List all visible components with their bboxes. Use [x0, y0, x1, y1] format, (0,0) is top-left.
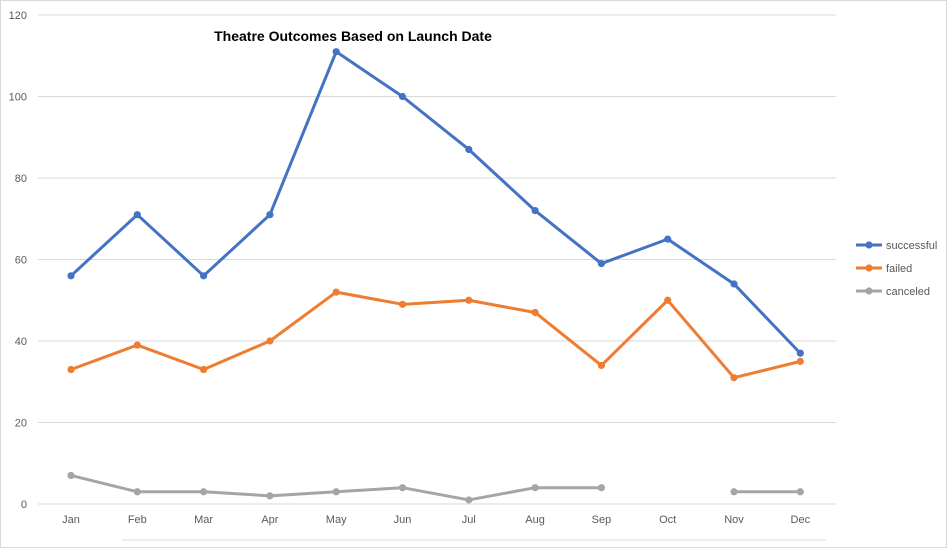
data-point-successful: [664, 235, 672, 243]
data-point-canceled: [597, 484, 606, 492]
legend-label: failed: [886, 263, 912, 275]
data-point-canceled: [266, 492, 274, 500]
data-point-failed: [398, 300, 407, 308]
data-point-failed: [465, 296, 473, 304]
data-point-successful: [465, 145, 473, 154]
x-tick-label: Mar: [194, 514, 213, 526]
data-point-successful: [531, 207, 539, 215]
series-failed: [67, 288, 804, 382]
series-canceled: [67, 471, 804, 504]
data-point-failed: [133, 341, 141, 349]
chart-title: Theatre Outcomes Based on Launch Date: [214, 28, 492, 44]
data-point-successful: [796, 349, 804, 357]
x-tick-label: Aug: [525, 514, 545, 526]
series-line-successful: [69, 50, 802, 355]
x-axis-ticks: Jan Feb Mar Apr May Jun Jul Aug Sep Oct Nov Dec: [62, 514, 810, 526]
data-point-successful: [200, 272, 208, 280]
y-axis-ticks: 0 20 40 60 80 100 120: [9, 10, 27, 511]
data-point-successful: [332, 48, 340, 56]
legend-swatch-marker: [865, 264, 873, 272]
x-tick-label: Apr: [261, 514, 278, 526]
data-point-canceled: [133, 488, 141, 496]
x-tick-label: Oct: [659, 514, 676, 526]
legend: successful failed canceled: [856, 240, 937, 298]
data-point-failed: [730, 374, 738, 382]
x-tick-label: Jun: [394, 514, 412, 526]
data-point-failed: [332, 288, 340, 296]
gridlines: [38, 14, 836, 505]
y-tick-label: 40: [15, 336, 27, 348]
legend-swatch-marker: [865, 241, 873, 249]
data-point-failed: [597, 361, 606, 370]
data-point-successful: [730, 280, 738, 288]
data-point-failed: [200, 365, 208, 374]
x-tick-label: Dec: [791, 514, 811, 526]
y-tick-label: 100: [9, 92, 27, 104]
x-tick-label: May: [326, 514, 347, 526]
data-point-canceled: [730, 488, 738, 496]
data-point-failed: [531, 308, 539, 317]
data-point-successful: [398, 92, 407, 101]
data-point-failed: [796, 357, 804, 365]
data-point-successful: [266, 211, 274, 219]
series-line-failed: [69, 290, 802, 380]
data-point-successful: [67, 272, 75, 280]
y-tick-label: 80: [15, 173, 27, 185]
y-tick-label: 0: [21, 499, 27, 511]
data-point-successful: [133, 211, 141, 219]
data-point-canceled: [465, 496, 473, 504]
data-point-canceled: [200, 488, 208, 496]
legend-item-failed: failed: [856, 263, 912, 275]
legend-item-successful: successful: [856, 240, 937, 252]
data-point-canceled: [398, 484, 407, 492]
x-tick-label: Sep: [592, 514, 612, 526]
data-point-failed: [67, 365, 75, 374]
data-point-canceled: [531, 484, 539, 492]
x-tick-label: Nov: [724, 514, 744, 526]
data-point-canceled: [796, 488, 804, 496]
y-tick-label: 60: [15, 255, 27, 267]
legend-item-canceled: canceled: [856, 286, 930, 298]
y-tick-label: 20: [15, 418, 27, 430]
legend-label: canceled: [886, 286, 930, 298]
series-successful: [67, 48, 804, 357]
data-point-canceled: [332, 488, 340, 496]
series-lines: [67, 48, 804, 504]
y-tick-label: 120: [9, 10, 27, 22]
data-point-canceled: [67, 471, 75, 480]
data-point-successful: [597, 259, 606, 268]
x-tick-label: Jul: [462, 514, 476, 526]
x-tick-label: Feb: [128, 514, 147, 526]
data-point-failed: [664, 296, 672, 304]
x-tick-label: Jan: [62, 514, 80, 526]
legend-label: successful: [886, 240, 937, 252]
data-point-failed: [266, 337, 274, 345]
legend-swatch-marker: [865, 287, 873, 295]
